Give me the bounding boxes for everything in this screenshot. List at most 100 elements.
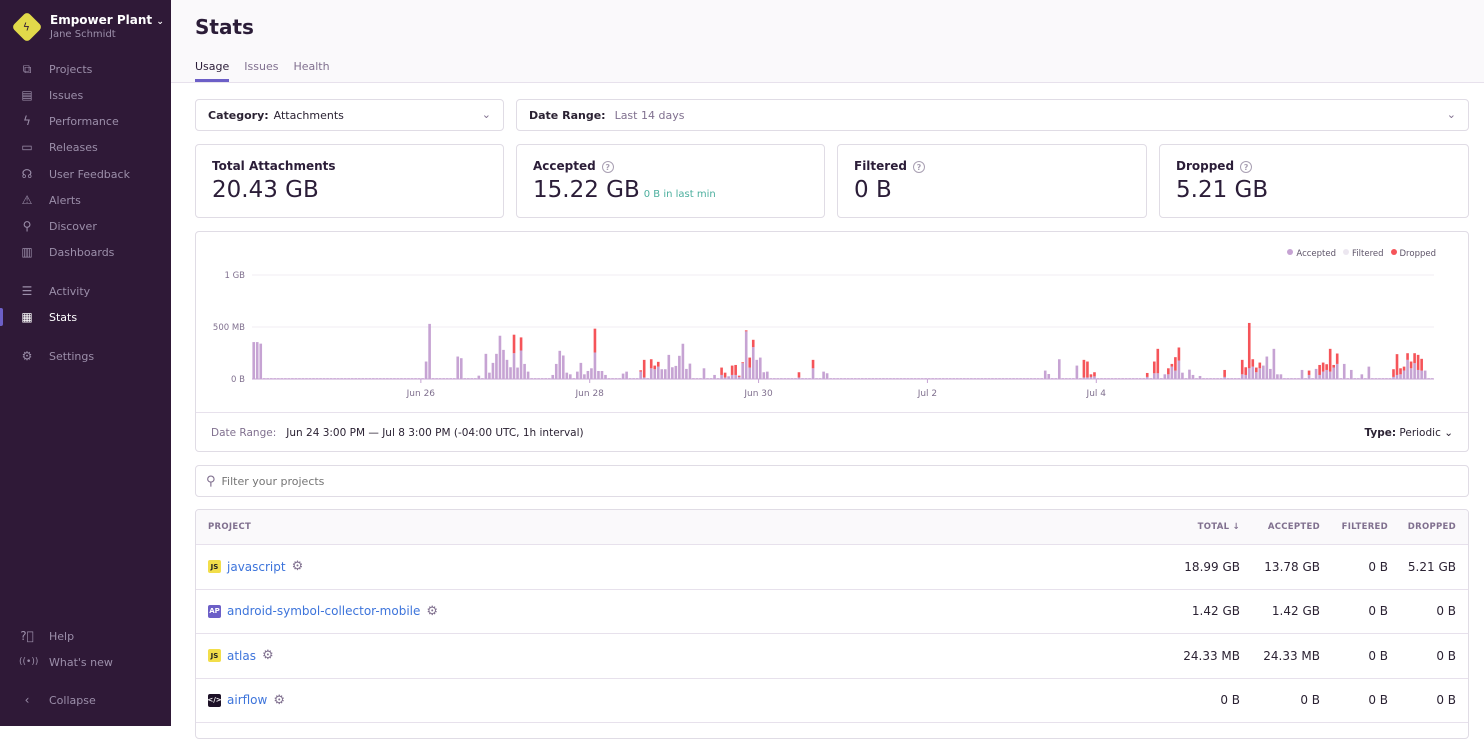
gear-icon[interactable]: ⚙ (273, 692, 285, 708)
bar-accepted (1276, 374, 1279, 379)
sidebar-item-discover[interactable]: ⚲ Discover (0, 214, 171, 238)
bar-accepted (744, 331, 748, 379)
bar-accepted (558, 350, 562, 379)
bar-accepted (509, 367, 512, 379)
bar-dropped (512, 334, 516, 354)
col-total[interactable]: TOTAL ↓ (1197, 522, 1240, 532)
bar-dropped (734, 364, 737, 375)
sidebar-item-alerts[interactable]: ⚠ Alerts (0, 188, 171, 212)
cell-total: 0 B (1220, 693, 1240, 708)
gear-icon[interactable]: ⚙ (262, 648, 274, 664)
tab-usage[interactable]: Usage (195, 60, 230, 82)
legend-dropped[interactable]: Dropped (1399, 249, 1436, 259)
bar-dropped (1170, 363, 1174, 367)
sidebar-item-releases[interactable]: ▭ Releases (0, 135, 171, 159)
card-label: Filtered (854, 159, 907, 173)
gear-icon[interactable]: ⚙ (426, 603, 439, 619)
bar-dropped (1392, 369, 1395, 377)
bar-accepted (456, 356, 460, 379)
bar-dropped (1086, 361, 1089, 378)
bar-accepted (642, 377, 646, 379)
bar-accepted (259, 343, 263, 379)
sidebar-item-performance[interactable]: ϟ Performance (0, 109, 171, 133)
project-link[interactable]: atlas (227, 648, 256, 663)
sidebar-item-stats[interactable]: ▦ Stats (0, 305, 171, 329)
bar-dropped (649, 359, 653, 369)
project-link[interactable]: airflow (227, 693, 268, 708)
bar-accepted (554, 363, 558, 379)
sidebar-collapse[interactable]: ‹ Collapse (0, 688, 171, 712)
tab-issues[interactable]: Issues (244, 60, 279, 73)
category-dropdown[interactable]: Category: Attachments ⌄ (195, 99, 504, 131)
bar-accepted (1251, 366, 1255, 379)
sidebar-item-dashboards[interactable]: ▥ Dashboards (0, 240, 171, 264)
bar-accepted (583, 374, 586, 379)
tab-health[interactable]: Health (293, 60, 330, 73)
help-icon[interactable]: ? (912, 160, 925, 173)
bar-dropped (653, 365, 657, 370)
page-title: Stats (195, 15, 254, 39)
bar-dropped (1177, 347, 1181, 361)
bar-accepted (600, 370, 604, 379)
search-icon: ⚲ (206, 473, 216, 489)
bar-accepted (1262, 365, 1265, 379)
gear-icon[interactable]: ⚙ (291, 559, 304, 575)
sidebar-item-activity[interactable]: ☰ Activity (0, 279, 171, 303)
cell-total: 18.99 GB (1184, 559, 1240, 574)
x-tick-label: Jun 26 (406, 389, 436, 399)
type-dropdown[interactable]: Type: Periodic ⌄ (1364, 427, 1453, 439)
sidebar-whats-new[interactable]: ((•)) What's new (0, 650, 171, 674)
help-icon[interactable]: ? (1240, 160, 1253, 173)
bar-dropped (1174, 357, 1177, 371)
legend-filtered[interactable]: Filtered (1352, 249, 1384, 259)
bar-dropped (1409, 361, 1413, 369)
project-link[interactable]: javascript (227, 559, 286, 574)
bar-accepted (1093, 376, 1096, 379)
date-range-label: Date Range: (529, 108, 606, 122)
bar-accepted (737, 376, 741, 379)
bar-accepted (663, 369, 667, 379)
bar-accepted (797, 377, 801, 379)
bar-dropped (1240, 359, 1244, 375)
x-tick-label: Jun 30 (743, 389, 773, 399)
project-filter[interactable]: ⚲ (195, 465, 1469, 497)
bar-dropped (811, 359, 815, 369)
user-feedback-icon: ☊ (21, 167, 33, 181)
bar-dropped (737, 375, 741, 377)
bar-accepted (811, 368, 815, 379)
project-link[interactable]: android-symbol-collector-mobile (227, 604, 421, 619)
sidebar-item-user-feedback[interactable]: ☊ User Feedback (0, 162, 171, 186)
bar-accepted (1416, 369, 1420, 379)
bar-accepted (1272, 348, 1276, 379)
bar-accepted (702, 368, 706, 379)
help-icon[interactable]: ? (601, 160, 614, 173)
bar-dropped (1254, 367, 1258, 373)
bar-accepted (586, 370, 590, 379)
sidebar-help[interactable]: ?⃝ Help (0, 624, 171, 648)
sidebar-item-settings[interactable]: ⚙ Settings (0, 344, 171, 368)
bar-accepted (512, 353, 516, 379)
date-range-dropdown[interactable]: Date Range: Last 14 days ⌄ (516, 99, 1469, 131)
project-search-input[interactable] (221, 474, 822, 488)
sidebar-item-projects[interactable]: ⧉ Projects (0, 57, 171, 81)
bar-accepted (766, 371, 769, 379)
usage-chart-panel: Accepted Filtered Dropped 0 B 500 MB 1 GB J… (195, 231, 1469, 452)
table-row: JS javascript ⚙ 18.99 GB 13.78 GB 0 B 5.21… (196, 545, 1468, 590)
bar-dropped (1251, 359, 1255, 367)
bar-dropped (1321, 362, 1325, 372)
sidebar-item-issues[interactable]: ▤ Issues (0, 83, 171, 107)
bar-dropped (748, 357, 752, 368)
bar-accepted (523, 363, 526, 379)
bar-accepted (1399, 374, 1402, 379)
x-tick-label: Jun 28 (575, 389, 605, 399)
bar-accepted (1163, 374, 1167, 379)
chart-date-value: Jun 24 3:00 PM — Jul 8 3:00 PM (-04:00 U… (286, 426, 584, 439)
bar-accepted (1057, 359, 1061, 379)
chevron-down-icon: ⌄ (1444, 426, 1453, 439)
bar-accepted (1240, 374, 1244, 379)
cell-total: 24.33 MB (1183, 648, 1240, 663)
legend-accepted[interactable]: Accepted (1296, 249, 1337, 259)
org-switcher[interactable]: ϟ Empower Plant ⌄ Jane Schmidt (11, 11, 164, 43)
bar-accepted (516, 367, 519, 379)
platform-icon: </> (207, 693, 222, 707)
